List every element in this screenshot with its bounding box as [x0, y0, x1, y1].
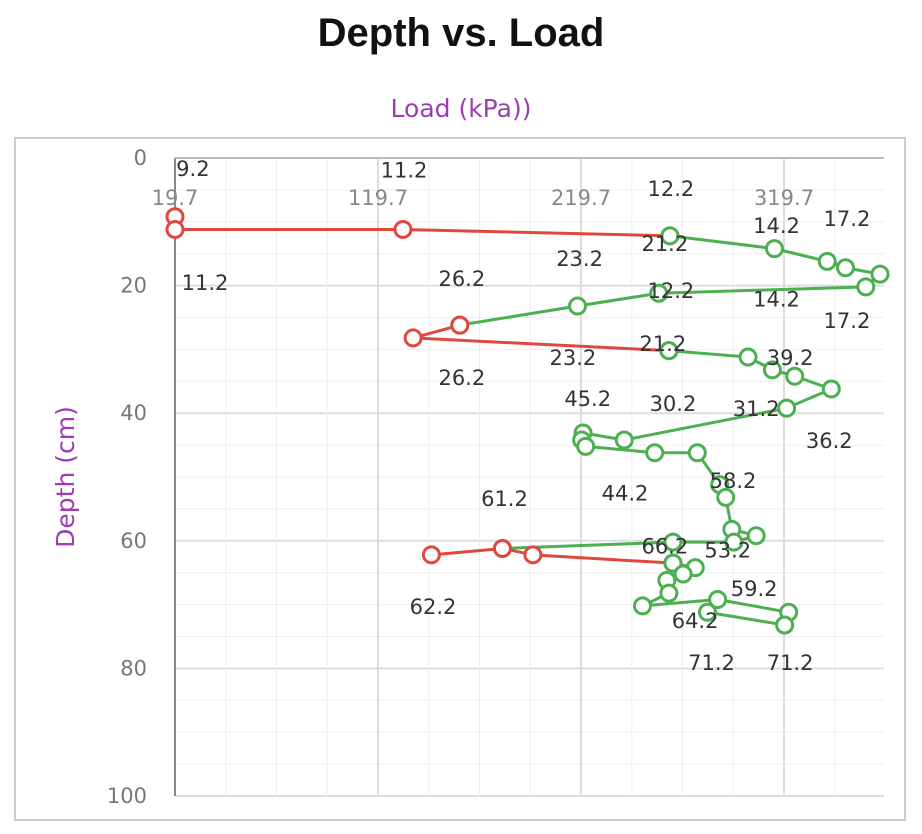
red-data-point [165, 219, 185, 239]
data-label: 53.2 [704, 539, 751, 563]
red-data-point [393, 219, 413, 239]
y-tick-label: 80 [120, 656, 147, 680]
data-label: 23.2 [556, 247, 603, 271]
x-tick-label: 119.7 [348, 186, 408, 210]
green-data-point [614, 430, 634, 450]
green-data-point [568, 296, 588, 316]
data-labels: 9.2 11.2 12.2 14.2 17.2 11.2 26.2 23.2 21.2 12.2 1… [176, 157, 870, 675]
green-data-point [764, 239, 784, 259]
red-data-point [421, 545, 441, 565]
data-label: 31.2 [733, 397, 780, 421]
red-data-point [523, 545, 543, 565]
data-label: 71.2 [688, 651, 735, 675]
green-data-point [746, 526, 766, 546]
green-data-point [821, 379, 841, 399]
data-label: 58.2 [710, 469, 757, 493]
x-tick-label: 219.7 [551, 186, 611, 210]
green-data-point [649, 283, 669, 303]
data-label: 14.2 [753, 214, 800, 238]
data-label: 61.2 [481, 487, 528, 511]
series-points [165, 207, 890, 635]
data-label: 44.2 [602, 481, 649, 505]
green-data-point [785, 366, 805, 386]
green-data-point [645, 443, 665, 463]
x-axis-label: Load (kPa)) [391, 94, 532, 123]
y-tick-label: 20 [120, 274, 147, 298]
x-tick-label: 319.7 [754, 186, 814, 210]
green-data-point [856, 277, 876, 297]
data-label: 36.2 [806, 429, 853, 453]
green-data-point [738, 347, 758, 367]
y-axis-label: Depth (cm) [51, 406, 80, 548]
data-label: 14.2 [753, 287, 800, 311]
green-data-point [687, 443, 707, 463]
green-data-point [762, 360, 782, 380]
data-label: 12.2 [648, 177, 695, 201]
red-series-line [173, 216, 670, 238]
data-label: 17.2 [824, 309, 871, 333]
green-data-point [836, 258, 856, 278]
grid [174, 157, 884, 797]
green-data-point [576, 436, 596, 456]
green-data-point [659, 583, 679, 603]
green-data-point [870, 264, 890, 284]
green-data-point [659, 341, 679, 361]
green-data-point [777, 398, 797, 418]
green-data-point [697, 602, 717, 622]
data-label: 71.2 [767, 651, 814, 675]
data-label: 9.2 [176, 157, 209, 181]
green-data-point [716, 487, 736, 507]
data-label: 66.2 [641, 534, 688, 558]
data-label: 26.2 [438, 267, 485, 291]
green-data-point [663, 532, 683, 552]
y-tick-label: 0 [134, 146, 147, 170]
green-data-point [724, 532, 744, 552]
green-data-point [817, 251, 837, 271]
chart-frame [14, 137, 906, 821]
y-tick-label: 60 [120, 529, 147, 553]
x-tick-label: 19.7 [152, 186, 199, 210]
data-label: 64.2 [672, 609, 719, 633]
tick-labels: 0 20 40 60 80 100 19.7 119.7 219.7 319.7 [107, 146, 814, 808]
green-data-point [775, 615, 795, 635]
data-label: 30.2 [650, 392, 697, 416]
data-label: 45.2 [564, 387, 611, 411]
y-tick-label: 40 [120, 401, 147, 425]
data-label: 59.2 [731, 577, 778, 601]
data-label: 11.2 [381, 159, 428, 183]
data-label: 21.2 [639, 332, 686, 356]
data-label: 23.2 [549, 346, 596, 370]
red-data-point [450, 315, 470, 335]
data-label: 12.2 [648, 279, 695, 303]
data-label: 11.2 [182, 271, 229, 295]
data-label: 17.2 [824, 207, 871, 231]
green-data-point [673, 564, 693, 584]
green-data-point [660, 226, 680, 246]
red-series-line [431, 546, 674, 565]
green-data-point [708, 589, 728, 609]
green-data-point [633, 596, 653, 616]
red-data-point [492, 538, 512, 558]
data-label: 21.2 [641, 232, 688, 256]
green-series-line [502, 349, 836, 550]
data-label: 39.2 [767, 346, 814, 370]
data-label: 62.2 [410, 595, 457, 619]
chart-title: Depth vs. Load [318, 11, 605, 55]
data-label: 26.2 [438, 366, 485, 390]
y-tick-label: 100 [107, 784, 147, 808]
red-data-point [403, 328, 423, 348]
